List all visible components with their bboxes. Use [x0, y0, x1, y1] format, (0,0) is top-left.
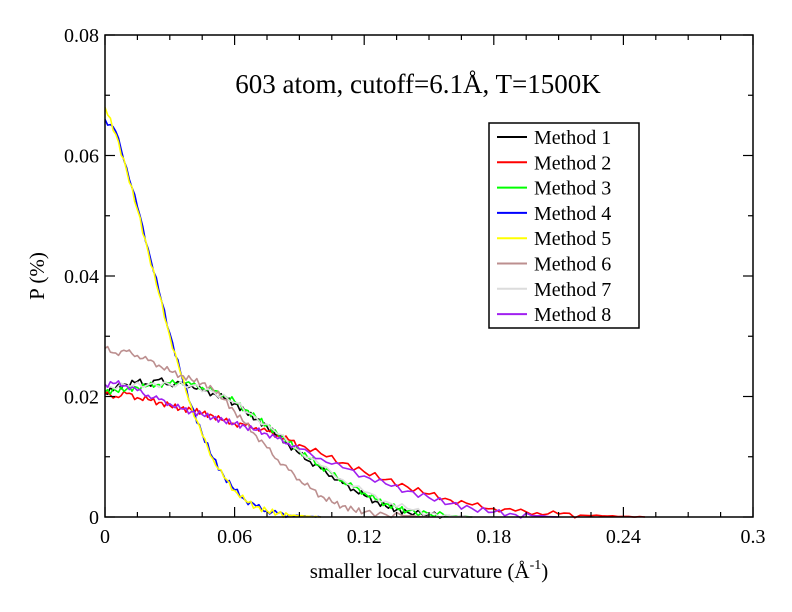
x-tick-label: 0.12	[347, 526, 382, 548]
x-tick-label: 0.18	[476, 526, 511, 548]
x-tick-label: 0.06	[217, 526, 252, 548]
x-axis-label-sup: -1	[530, 558, 542, 573]
x-axis-label: smaller local curvature (Å-1)	[310, 558, 549, 583]
y-tick-label: 0.06	[64, 146, 99, 168]
y-tick-label: 0	[89, 507, 99, 529]
legend-label: Method 7	[534, 279, 611, 301]
legend-label: Method 3	[534, 178, 611, 200]
x-tick-label: 0.24	[606, 526, 641, 548]
y-axis-label: P (%)	[25, 252, 49, 300]
x-axis-label-close: )	[541, 559, 548, 583]
legend-label: Method 8	[534, 304, 611, 326]
series-line-method-8	[104, 380, 559, 519]
x-axis-label-unit: Å	[514, 559, 530, 583]
series-line-method-6	[104, 345, 430, 519]
legend-label: Method 6	[534, 254, 611, 276]
legend-label: Method 4	[534, 203, 611, 225]
x-tick-label: 0	[100, 526, 110, 548]
series-line-method-5	[104, 107, 322, 519]
y-tick-label: 0.02	[64, 387, 99, 409]
legend-label: Method 2	[534, 152, 611, 174]
series-layer	[104, 107, 646, 519]
legend-label: Method 5	[534, 228, 611, 250]
y-tick-label: 0.08	[64, 25, 99, 47]
legend-box	[488, 122, 640, 329]
axes-layer: 0 0.06 0.12 0.18 0.24 0.3 0 0.02 0.04 0.06 0.08	[64, 25, 766, 548]
x-tick-label: 0.3	[741, 526, 766, 548]
x-axis-label-main: smaller local curvature (	[310, 559, 515, 583]
legend: Method 1 Method 2 Method 3 Method 4 Method 5…	[488, 122, 640, 329]
legend-label: Method 1	[534, 127, 611, 149]
y-tick-label: 0.04	[64, 266, 99, 288]
chart-title: 603 atom, cutoff=6.1Å, T=1500K	[235, 69, 601, 99]
